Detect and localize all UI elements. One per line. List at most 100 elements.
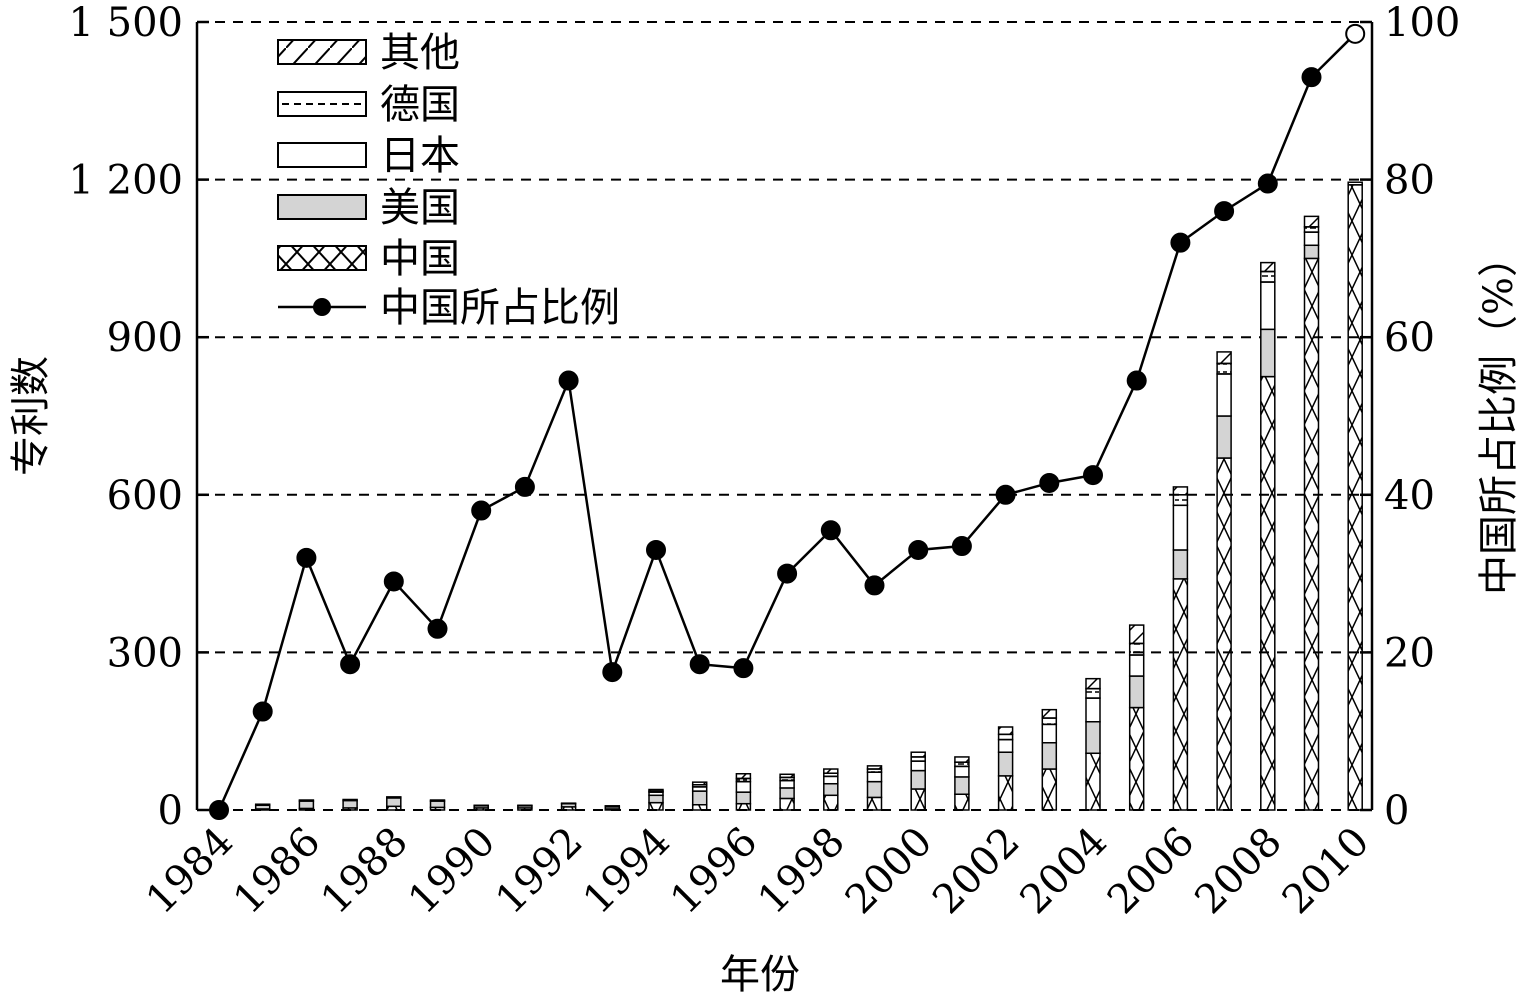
bar-segment [1303,231,1320,247]
bar-segment [1128,642,1145,656]
legend-label: 日本 [380,133,460,179]
x-tick-label: 1996 [662,819,767,924]
y-tick-label: 300 [107,630,183,676]
y-tick-label: 1 500 [68,0,183,46]
bar-segment [1128,624,1145,645]
bar-segment [823,794,839,811]
china-share-point [1257,173,1278,194]
legend-label: 中国 [380,236,460,282]
bar-segment [429,799,446,802]
bar-segment [1216,351,1232,365]
bar-segment [1172,504,1189,551]
bar-segment [1172,578,1189,811]
bar-segment [954,776,970,795]
x-tick-label: 2008 [1186,819,1291,924]
china-share-point [383,571,404,592]
y-tick-label: 600 [107,473,183,519]
bar-segment [1303,226,1320,233]
y2-tick-label: 0 [1384,788,1409,834]
y-tick-label: 1 200 [68,158,183,204]
china-share-point [908,539,929,560]
china-share-point [296,547,317,568]
china-share-point [340,654,361,675]
y2-axis-title: 中国所占比例（%） [1476,237,1522,595]
china-share-point [252,701,273,722]
legend-label: 中国所占比例 [380,285,620,331]
y-tick-label: 0 [158,788,183,834]
china-share-point [777,563,798,584]
y2-tick-label: 100 [1384,0,1460,46]
bar-segment [1172,549,1189,580]
legend-swatch [277,142,367,168]
bar-segment [910,760,926,772]
bar-segment [997,726,1014,736]
y2-tick-label: 40 [1384,473,1435,519]
china-share-point [689,654,710,675]
x-tick-label: 1988 [312,819,417,924]
bar-segment [1041,768,1058,811]
china-share-point [471,500,492,521]
china-share-point [427,618,448,639]
china-share-point [1214,201,1235,222]
bar-segment [1128,675,1145,709]
bar-segment [1085,677,1101,690]
china-share-point [995,484,1016,505]
bar-segment [1347,184,1363,811]
bar-segment [1085,697,1101,723]
bar-segment [997,751,1014,777]
bar-segment [1128,706,1145,811]
bar-segment [823,768,839,774]
china-share-point [1083,465,1103,486]
bar-segment [386,796,402,799]
bar-segment [997,733,1014,741]
bar-segment [779,779,795,789]
x-tick-label: 2004 [1012,819,1117,924]
bar-segment [779,773,795,779]
x-tick-label: 2010 [1274,819,1379,924]
bar-segment [1085,687,1101,699]
legend-swatch [277,194,367,220]
bar-segment [910,769,926,790]
bar-segment [691,781,708,786]
bar-segment [1041,708,1058,719]
bar-segment [1216,457,1232,811]
bar-segment [735,780,752,793]
china-share-line [209,23,1366,820]
bar-segment [1128,654,1145,677]
x-tick-label: 1998 [749,819,854,924]
china-share-point [602,662,623,683]
china-share-point [820,520,841,541]
bar-segment [1216,415,1232,459]
x-tick-label: 2000 [837,819,942,924]
gridlines [197,21,1372,654]
bar-segment [1303,257,1320,811]
china-share-point [1039,472,1060,493]
bar-segment [1260,281,1276,331]
y2-tick-label: 60 [1384,315,1435,361]
bar-segment [1085,720,1101,755]
china-share-point [646,539,666,560]
bar-segment [1216,373,1232,417]
legend-swatch [277,39,367,65]
china-share-point [951,536,972,557]
bar-segment [866,765,883,770]
bar-segment [1172,486,1189,496]
bar-segment [1041,742,1058,770]
bar-segment [823,775,839,785]
bar-segment [648,788,664,792]
bar-segment [866,780,883,799]
tick-labels: 0 300 600 900 1 200 1 500 0 20 40 60 80 100 19841986… [68,0,1460,923]
bar-segment [866,796,883,811]
china-share-point [864,575,885,596]
bar-segment [823,782,839,797]
bar-stacks [254,181,1363,811]
bar-segment [342,798,358,802]
y2-tick-label: 20 [1384,630,1435,676]
bar-segment [517,804,533,807]
bar-segment [1172,494,1189,507]
bar-segment [1260,270,1276,283]
china-share-point [1345,23,1366,44]
x-tick-label: 1992 [487,819,592,924]
bar-segment [735,773,752,780]
